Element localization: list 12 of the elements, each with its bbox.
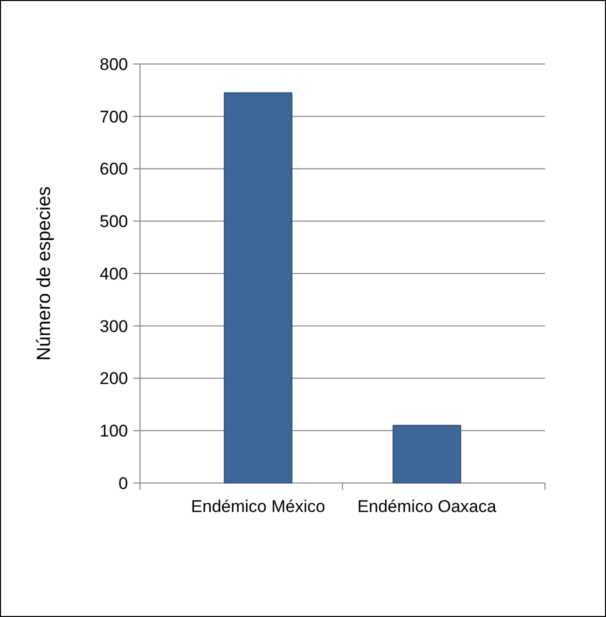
y-tick-label: 200 xyxy=(100,369,128,388)
y-tick-label: 800 xyxy=(100,54,128,74)
x-tick-label: Endémico Oaxaca xyxy=(357,497,497,516)
x-tick-label: Endémico México xyxy=(191,497,326,516)
y-axis-title: Número de especies xyxy=(34,186,55,361)
y-tick-label: 500 xyxy=(100,212,128,232)
y-tick-label: 0 xyxy=(118,474,128,493)
y-tick-label: 600 xyxy=(100,160,128,179)
y-tick-label: 300 xyxy=(100,316,128,336)
y-tick-label: 400 xyxy=(100,264,128,284)
y-tick-label: 100 xyxy=(100,422,128,441)
y-tick-label: 700 xyxy=(100,107,128,126)
